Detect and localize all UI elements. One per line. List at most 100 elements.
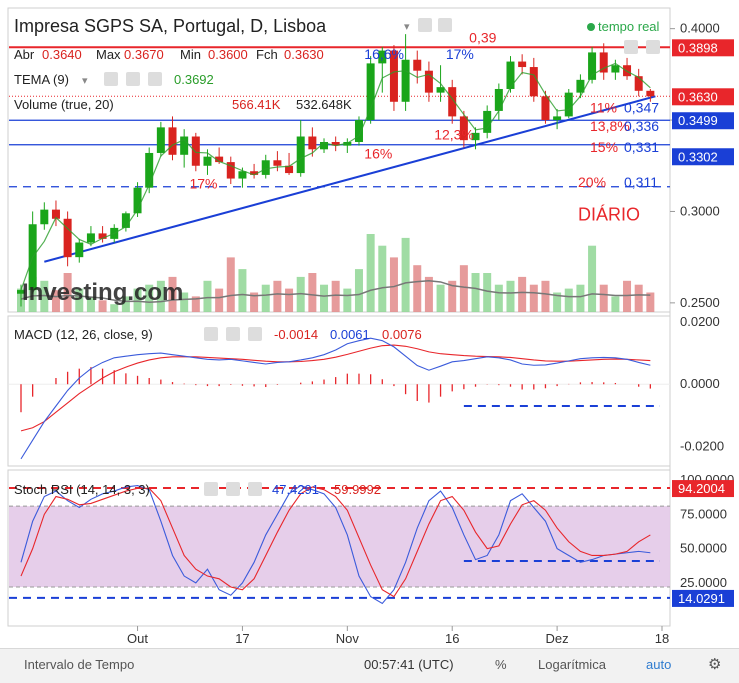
candle-body (156, 127, 165, 153)
candle-body (529, 67, 538, 97)
stoch-tick-label: 75.0000 (680, 506, 727, 521)
x-tick-label: 18 (655, 631, 669, 646)
volume-bar (86, 296, 95, 312)
volume-bar (28, 276, 37, 312)
price-label-text: 0.3630 (678, 89, 718, 104)
volume-bar (518, 276, 527, 312)
candle-body (40, 209, 49, 225)
price-label-text: 0.3898 (678, 40, 718, 55)
percent-button[interactable]: % (495, 657, 507, 672)
annotation-percent: 20% (578, 174, 606, 190)
price-tick-label: 0.3000 (680, 203, 720, 218)
volume-bar (646, 292, 655, 312)
volume-value-2: 532.648K (296, 97, 352, 112)
macd-series-line (20, 344, 651, 432)
candle-body (436, 87, 445, 93)
candle-body (180, 136, 189, 155)
volume-bar (320, 284, 329, 312)
macd-value-1: -0.0014 (274, 327, 318, 342)
volume-bar (203, 280, 212, 312)
stoch-price-label-text: 94.2004 (678, 481, 725, 496)
volume-bar (354, 269, 363, 312)
candle-body (98, 233, 107, 239)
close-label: Fch (256, 47, 278, 62)
candle-body (483, 110, 492, 133)
macd-settings-icon (226, 327, 240, 341)
candle-body (576, 79, 585, 93)
annotation-percent: 13,8% (590, 118, 630, 134)
volume-bar (588, 245, 597, 312)
annotation-price: 0,347 (624, 100, 659, 116)
candle-body (203, 156, 212, 166)
macd-close-icon (248, 327, 262, 341)
stoch-close-icon (248, 482, 262, 496)
candle-body (273, 160, 282, 166)
stoch-band (9, 506, 670, 587)
stoch-settings-icon (226, 482, 240, 496)
x-tick-label: 17 (235, 631, 249, 646)
tema-line (20, 62, 651, 291)
stoch-series-line (20, 484, 651, 605)
close-panel-icon (646, 40, 660, 54)
macd-tick-label: 0.0000 (680, 376, 720, 391)
volume-bar (413, 265, 422, 312)
interval-button[interactable]: Intervalo de Tempo (24, 657, 135, 672)
x-tick-label: Nov (336, 631, 360, 646)
volume-bar (494, 284, 503, 312)
volume-bar (459, 265, 468, 312)
candle-body (611, 65, 620, 73)
min-value: 0.3600 (208, 47, 248, 62)
candle-body (121, 213, 130, 228)
volume-bar (599, 284, 608, 312)
volume-bar (366, 234, 375, 312)
candle-body (215, 156, 224, 163)
max-label: Max (96, 47, 121, 62)
macd-panel (7, 315, 671, 467)
price-label-box (672, 148, 734, 166)
bottom-toolbar: Intervalo de Tempo 00:57:41 (UTC) % Loga… (0, 648, 739, 683)
support-trendline (44, 95, 656, 263)
volume-bar (168, 276, 177, 312)
volume-bar (424, 276, 433, 312)
annotation-label: 17% (446, 46, 474, 62)
volume-bar (145, 284, 154, 312)
candle-body (401, 59, 410, 102)
volume-bar (156, 280, 165, 312)
settings-gear-icon[interactable]: ⚙ (708, 656, 722, 673)
x-tick-label: Out (127, 631, 148, 646)
volume-bar (296, 276, 305, 312)
investing-watermark: Investing.com (22, 279, 183, 306)
candle-body (145, 152, 154, 188)
volume-bar (308, 273, 317, 312)
candle-body (424, 70, 433, 93)
candle-body (378, 50, 387, 64)
candle-body (646, 90, 655, 97)
log-button[interactable]: Logarítmica (538, 657, 606, 672)
candle-body (238, 171, 247, 179)
max-value: 0.3670 (124, 47, 164, 62)
volume-bar (378, 245, 387, 312)
time-display: 00:57:41 (UTC) (364, 657, 454, 672)
volume-bar (285, 288, 294, 312)
realtime-label: tempo real (598, 19, 660, 34)
stoch-price-label-box (672, 480, 734, 498)
candle-body (75, 242, 84, 258)
tema-dropdown-icon: ▾ (82, 75, 88, 87)
close-value: 0.3630 (284, 47, 324, 62)
stoch-eye-icon (204, 482, 218, 496)
macd-series-line (20, 337, 651, 460)
volume-bar (436, 284, 445, 312)
candle-body (564, 92, 573, 117)
macd-eye-icon (204, 327, 218, 341)
volume-bar (576, 284, 585, 312)
auto-button[interactable]: auto (646, 657, 672, 672)
volume-bar (98, 300, 107, 312)
tema-label: TEMA (9) (14, 72, 69, 87)
volume-bar (63, 273, 72, 312)
volume-label: Volume (true, 20) (14, 97, 114, 112)
volume-bar (191, 296, 200, 312)
candle-body (250, 171, 259, 175)
candle-body (541, 96, 550, 121)
